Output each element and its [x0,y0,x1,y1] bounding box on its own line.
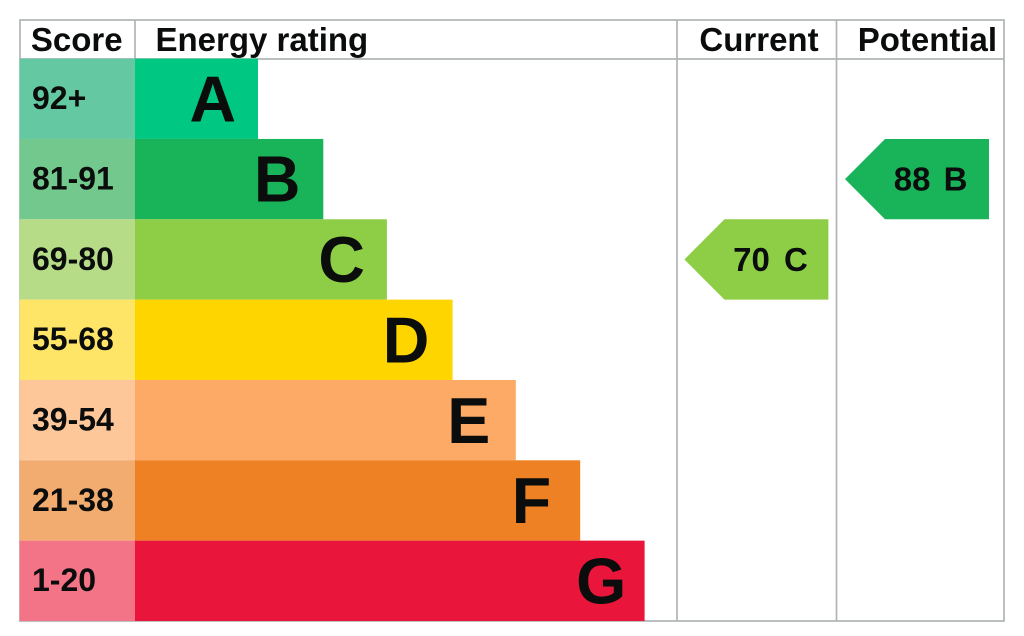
svg-text:G: G [576,545,626,617]
svg-text:21-38: 21-38 [32,482,114,518]
svg-text:Score: Score [31,21,123,58]
svg-text:Current: Current [699,21,818,58]
svg-text:39-54: 39-54 [32,402,114,438]
svg-text:B: B [254,144,301,216]
svg-text:88: 88 [894,161,931,198]
svg-text:69-80: 69-80 [32,241,114,277]
svg-text:Potential: Potential [858,21,997,58]
svg-text:D: D [383,304,430,376]
svg-text:Energy rating: Energy rating [156,21,369,58]
svg-text:A: A [190,63,237,135]
svg-text:55-68: 55-68 [32,321,114,357]
svg-text:81-91: 81-91 [32,161,114,197]
svg-text:B: B [944,161,968,198]
svg-text:F: F [512,465,551,537]
svg-text:C: C [784,241,808,278]
svg-text:C: C [318,224,365,296]
svg-text:E: E [447,385,490,457]
svg-text:1-20: 1-20 [32,562,96,598]
svg-text:92+: 92+ [32,80,86,116]
svg-text:70: 70 [733,241,770,278]
